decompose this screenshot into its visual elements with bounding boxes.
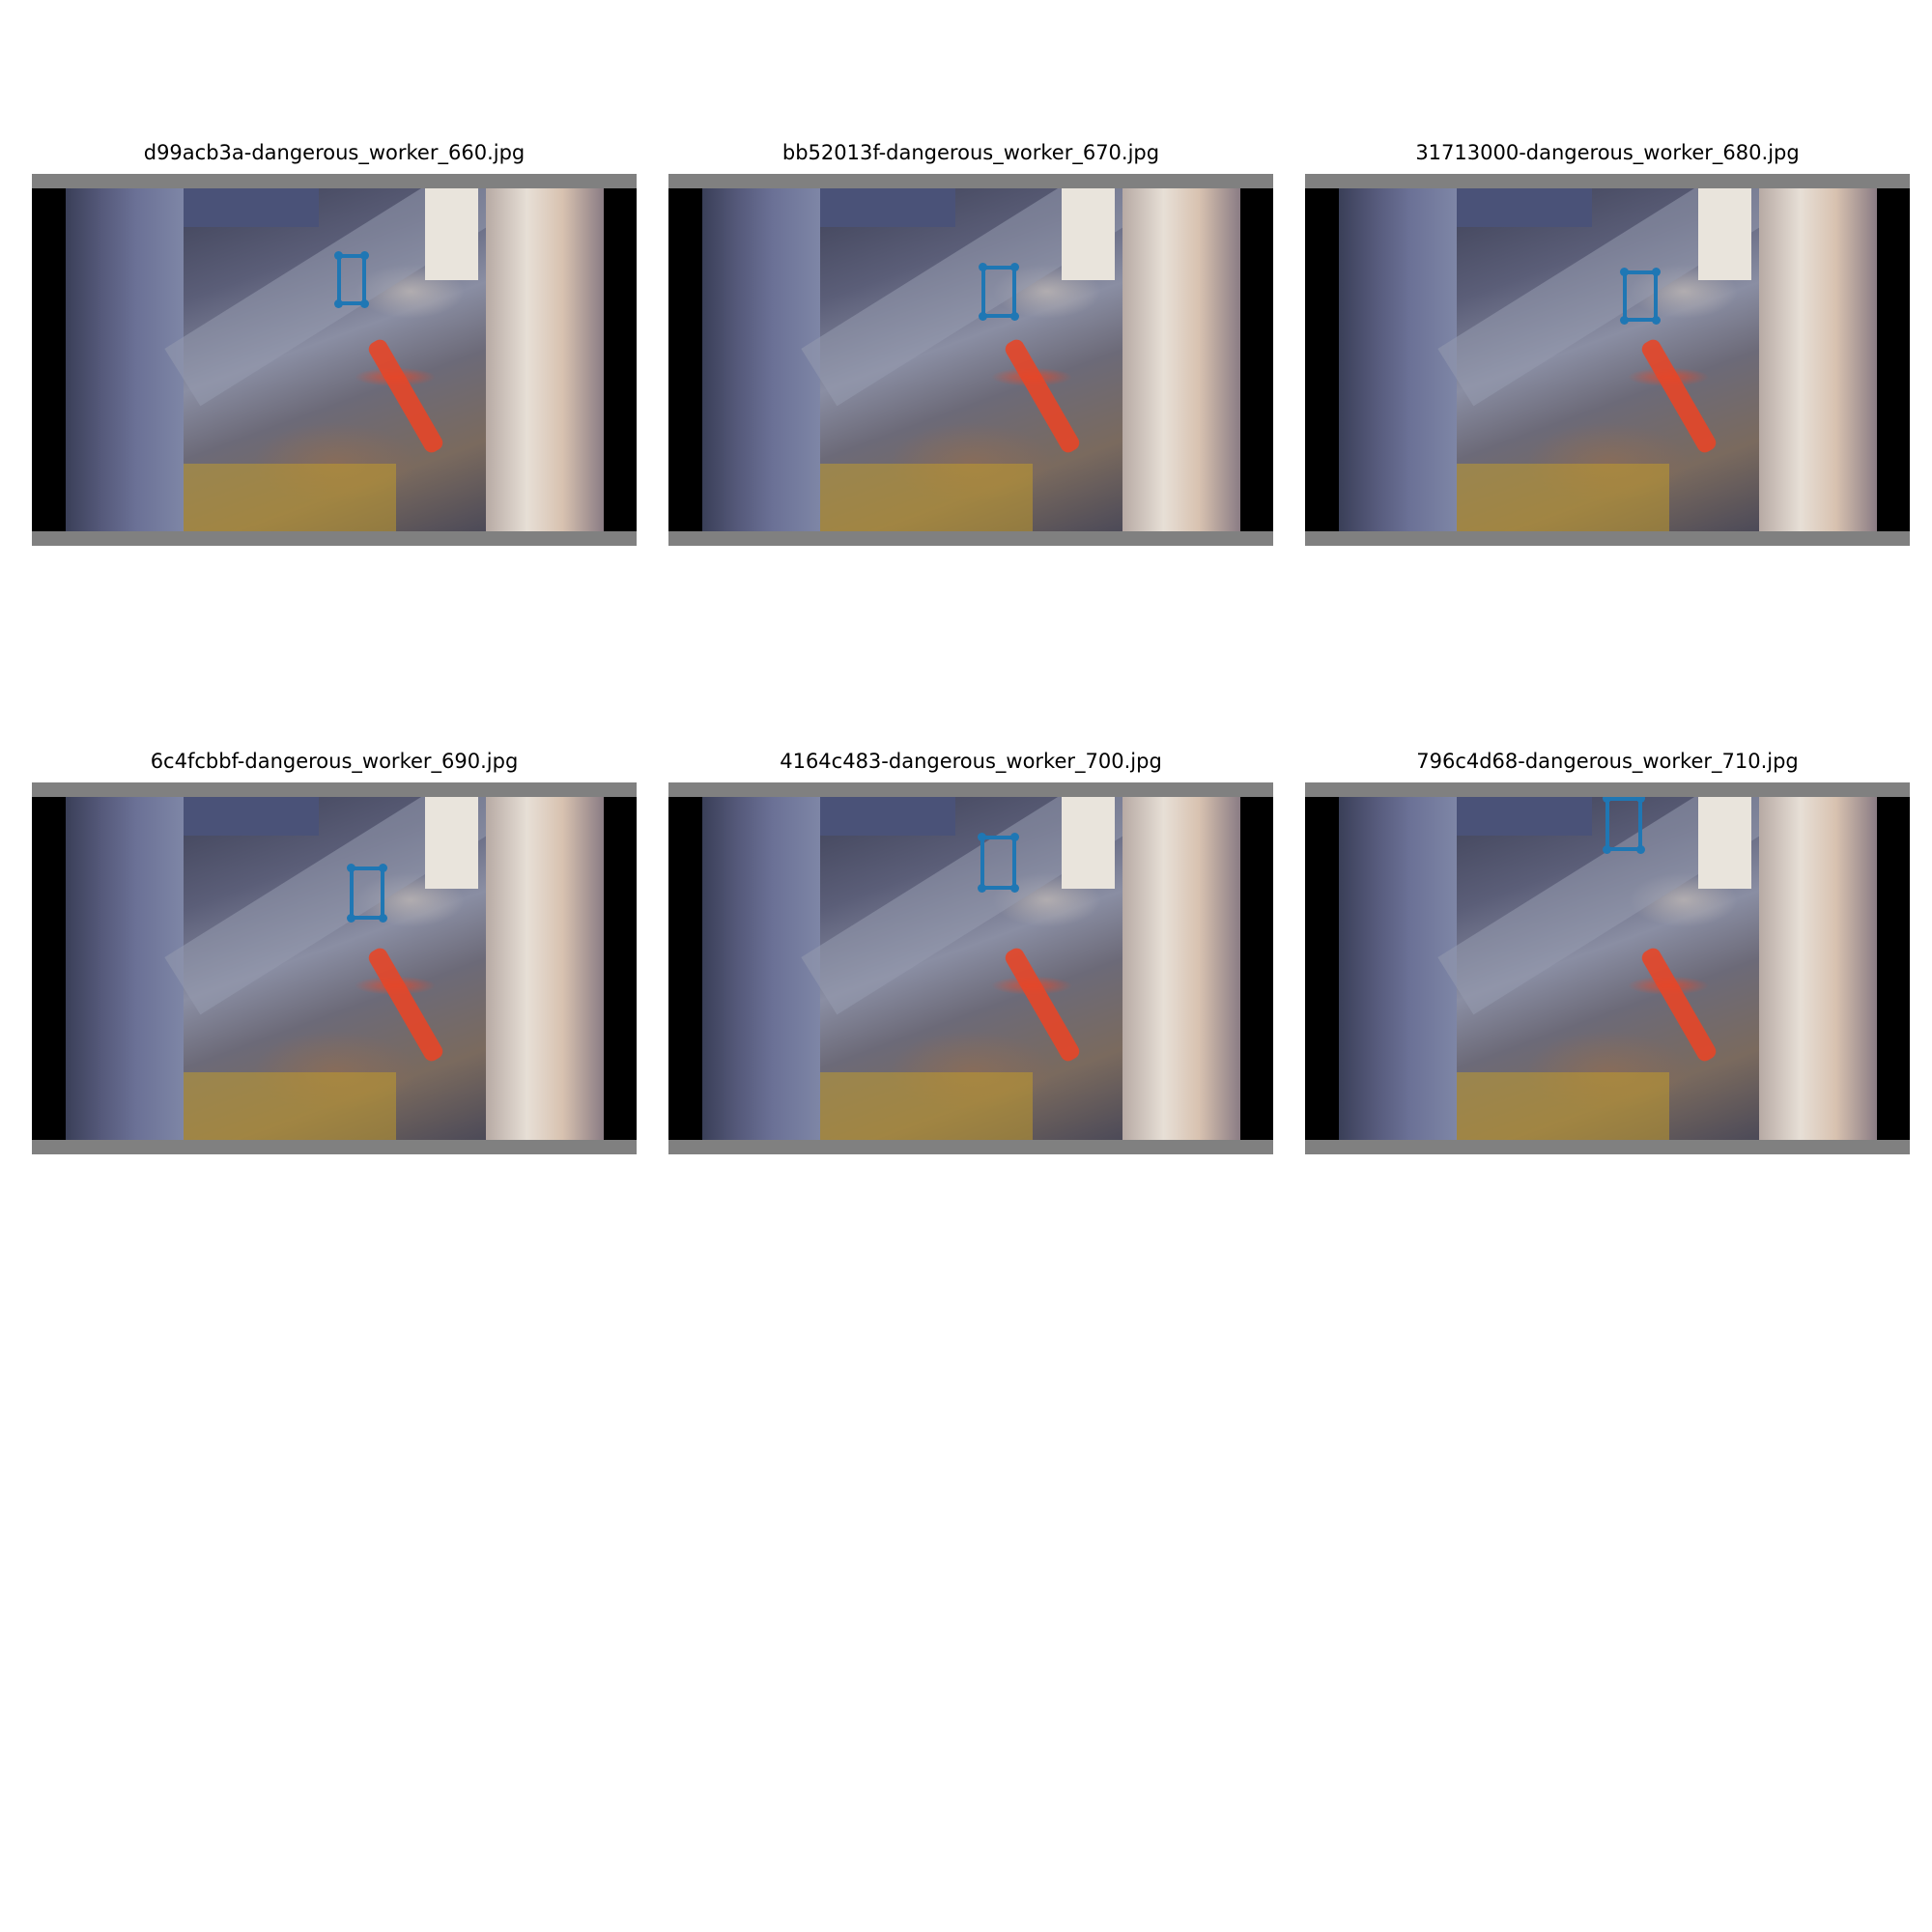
- image-frame: [32, 782, 637, 1154]
- image-frame: [1305, 174, 1910, 546]
- blurred-left-margin: [66, 797, 184, 1140]
- construction-site-photo: [1437, 188, 1785, 531]
- image-frame: [668, 174, 1273, 546]
- blurred-right-margin: [486, 188, 604, 531]
- image-filename-title: 796c4d68-dangerous_worker_710.jpg: [1416, 750, 1799, 773]
- blurred-right-margin: [1759, 188, 1877, 531]
- construction-site-photo: [1437, 797, 1785, 1140]
- image-filename-title: d99acb3a-dangerous_worker_660.jpg: [143, 141, 526, 164]
- construction-site-photo: [164, 188, 512, 531]
- blurred-right-margin: [1122, 797, 1240, 1140]
- image-filename-title: 31713000-dangerous_worker_680.jpg: [1415, 141, 1800, 164]
- image-frame: [32, 174, 637, 546]
- worker-bounding-box: [347, 864, 387, 923]
- video-frame: [668, 188, 1273, 531]
- construction-site-photo: [801, 188, 1149, 531]
- worker-bounding-box: [978, 833, 1019, 893]
- blurred-right-margin: [1759, 797, 1877, 1140]
- worker-bounding-box: [979, 263, 1019, 321]
- worker-bounding-box: [1603, 797, 1645, 854]
- video-frame: [32, 188, 637, 531]
- construction-site-photo: [164, 797, 512, 1140]
- video-frame: [1305, 797, 1910, 1140]
- image-filename-title: 4164c483-dangerous_worker_700.jpg: [780, 750, 1162, 773]
- worker-bounding-box: [334, 251, 369, 308]
- image-filename-title: bb52013f-dangerous_worker_670.jpg: [781, 141, 1160, 164]
- blurred-left-margin: [1339, 188, 1457, 531]
- blurred-left-margin: [702, 797, 820, 1140]
- blurred-left-margin: [66, 188, 184, 531]
- video-frame: [668, 797, 1273, 1140]
- video-frame: [1305, 188, 1910, 531]
- image-frame: [668, 782, 1273, 1154]
- blurred-left-margin: [1339, 797, 1457, 1140]
- video-frame: [32, 797, 637, 1140]
- construction-site-photo: [801, 797, 1149, 1140]
- worker-bounding-box: [1620, 268, 1661, 325]
- image-frame: [1305, 782, 1910, 1154]
- blurred-right-margin: [1122, 188, 1240, 531]
- blurred-left-margin: [702, 188, 820, 531]
- image-filename-title: 6c4fcbbf-dangerous_worker_690.jpg: [150, 750, 519, 773]
- blurred-right-margin: [486, 797, 604, 1140]
